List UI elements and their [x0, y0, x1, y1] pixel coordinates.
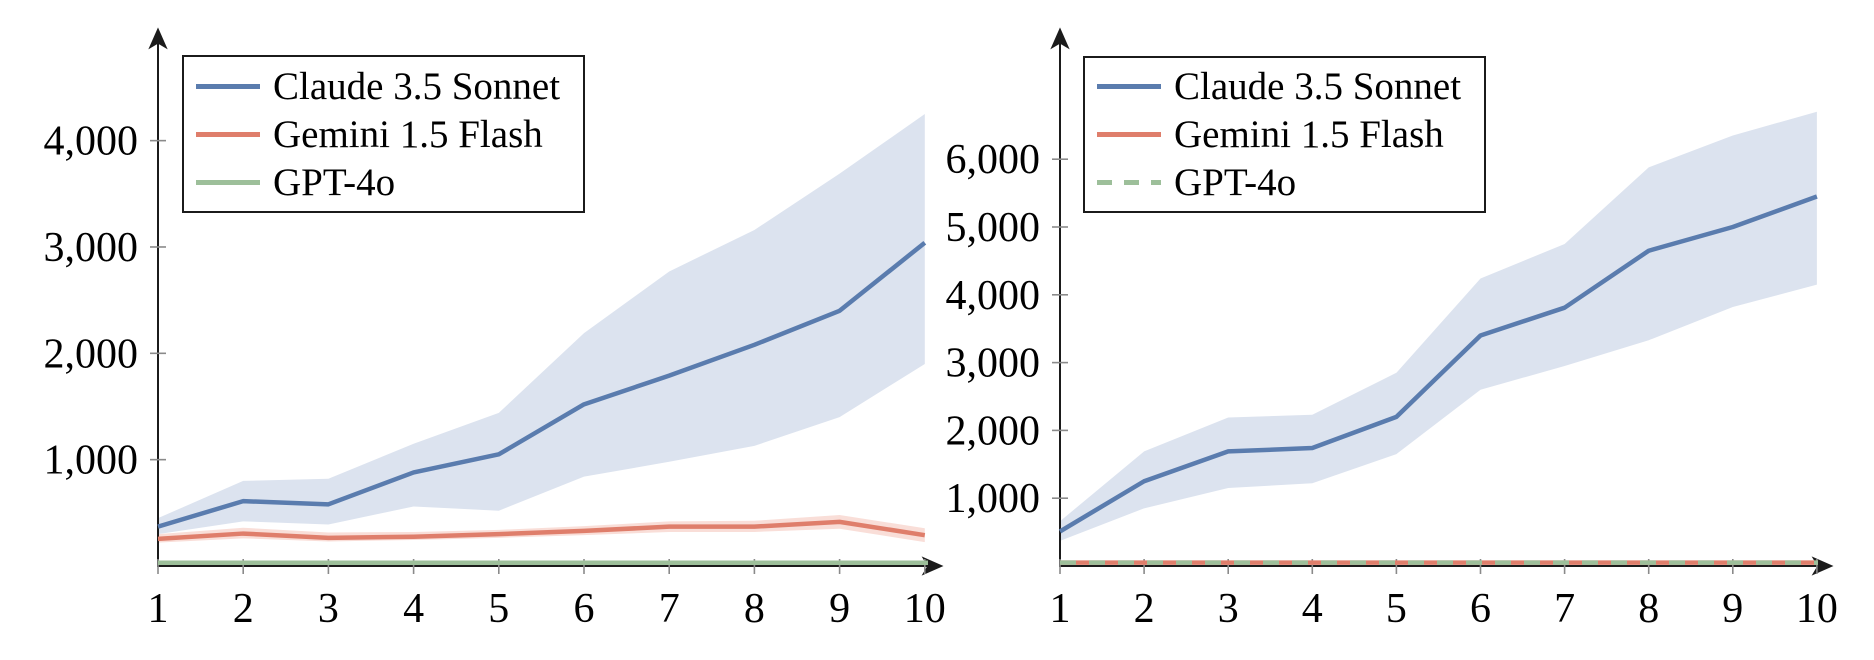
x-tick-label: 6 [574, 586, 595, 632]
legend-line-swatch [196, 179, 260, 185]
y-tick-label: 3,000 [44, 225, 139, 271]
legend-item-gpt-4o: GPT-4o [1097, 159, 1472, 207]
x-tick-label: 1 [148, 586, 169, 632]
x-tick-label: 4 [1302, 586, 1323, 632]
legend-label: Gemini 1.5 Flash [1174, 113, 1444, 156]
legend-line-swatch [196, 83, 260, 89]
x-tick-label: 3 [1218, 586, 1239, 632]
legend-dashed-line-swatch [1097, 180, 1161, 185]
legend-item-gpt-4o: GPT-4o [196, 158, 571, 206]
x-tick-label: 2 [233, 586, 254, 632]
legend-item-gemini-1-5-flash: Gemini 1.5 Flash [1097, 111, 1472, 159]
right-chart: 1 2 3 4 5 6 7 8 9 10 1,000 2,000 3,000 4,000 5,000 6,00… [946, 27, 1838, 632]
x-tick-label: 1 [1050, 586, 1071, 632]
y-tick-label: 1,000 [946, 476, 1041, 522]
x-tick-label: 10 [904, 586, 946, 632]
legend-item-claude-3-5-sonnet: Claude 3.5 Sonnet [196, 62, 571, 110]
y-tick-label: 5,000 [946, 205, 1041, 251]
legend-line-swatch [1097, 84, 1161, 89]
x-tick-label: 4 [403, 586, 424, 632]
x-tick-label: 9 [1722, 586, 1743, 632]
x-tick-label: 7 [1554, 586, 1575, 632]
series-line-claude-3-5-sonnet [157, 240, 927, 529]
y-tick-label: 4,000 [44, 119, 139, 165]
x-tick-label: 6 [1470, 586, 1491, 632]
legend-item-claude-3-5-sonnet: Claude 3.5 Sonnet [1097, 63, 1472, 111]
legend-label: GPT-4o [1174, 161, 1297, 204]
y-tick-label: 4,000 [946, 273, 1041, 319]
x-tick-label: 7 [659, 586, 680, 632]
x-tick-label: 9 [829, 586, 850, 632]
y-tick-label: 6,000 [946, 137, 1041, 183]
legend-label: Gemini 1.5 Flash [273, 112, 543, 156]
y-tick-label: 1,000 [44, 438, 139, 484]
y-tick-label: 2,000 [44, 331, 139, 377]
legend-line-swatch [196, 131, 260, 137]
legend-line-swatch [1097, 132, 1161, 137]
x-tick-label: 10 [1796, 586, 1838, 632]
series-line-claude-3-5-sonnet [1058, 194, 1818, 534]
x-tick-label: 3 [318, 586, 339, 632]
x-tick-label: 2 [1134, 586, 1155, 632]
left-chart-legend: Claude 3.5 Sonnet Gemini 1.5 Flash GPT-4o [182, 55, 585, 213]
x-tick-label: 8 [744, 586, 765, 632]
series-line-gemini-1-5-flash [157, 519, 926, 542]
claude-3-5-sonnet-confidence-band [158, 114, 925, 535]
claude-3-5-sonnet-confidence-band [1060, 111, 1817, 541]
x-tick-label: 5 [1386, 586, 1407, 632]
x-tick-label: 8 [1638, 586, 1659, 632]
legend-item-gemini-1-5-flash: Gemini 1.5 Flash [196, 110, 571, 158]
y-tick-label: 3,000 [946, 341, 1041, 387]
legend-label: Claude 3.5 Sonnet [1174, 65, 1462, 108]
right-chart-legend: Claude 3.5 Sonnet Gemini 1.5 Flash GPT-4o [1083, 56, 1486, 213]
y-tick-label: 2,000 [946, 408, 1041, 454]
legend-label: GPT-4o [273, 160, 396, 204]
legend-label: Claude 3.5 Sonnet [273, 64, 561, 108]
x-tick-label: 5 [488, 586, 509, 632]
left-chart: 1 2 3 4 5 6 7 8 9 10 1,000 2,000 3,000 4,000 [44, 27, 946, 632]
